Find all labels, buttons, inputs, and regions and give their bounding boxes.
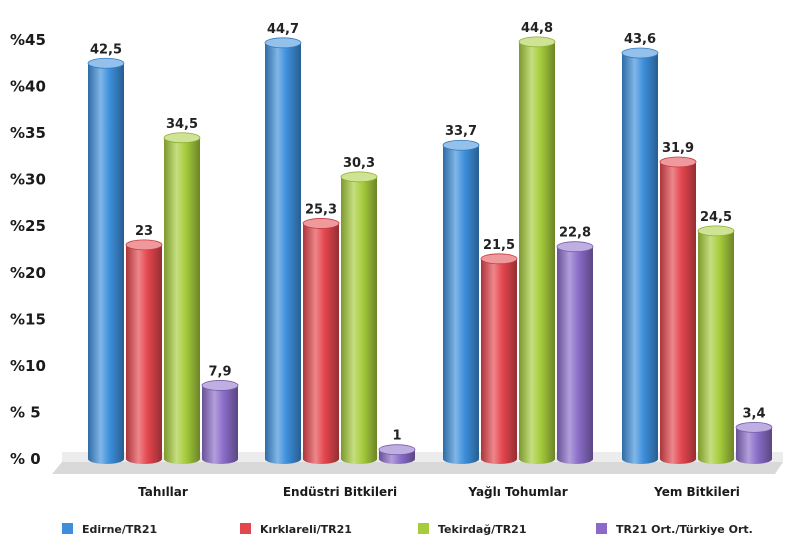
bar <box>264 37 302 464</box>
data-label: 7,9 <box>208 364 231 379</box>
data-label: 23 <box>135 224 153 239</box>
legend-item: Tekirdağ/TR21 <box>418 523 526 536</box>
bar <box>480 253 518 464</box>
bar <box>659 156 697 464</box>
bar <box>556 241 594 464</box>
bar <box>518 36 556 465</box>
data-label: 31,9 <box>662 141 694 156</box>
data-label: 25,3 <box>305 202 337 217</box>
legend-swatch <box>240 523 251 534</box>
y-tick-label: %45 <box>10 31 46 49</box>
y-axis: % 0 % 5 %10 %15 %20 %25 %30 %35 %40 %45 <box>10 31 46 468</box>
data-label: 30,3 <box>343 156 375 171</box>
legend-item: TR21 Ort./Türkiye Ort. <box>596 523 753 536</box>
legend-item: Kırklareli/TR21 <box>240 523 352 536</box>
y-tick-label: %15 <box>10 310 46 328</box>
chart-floor <box>52 452 783 474</box>
y-tick-label: % 0 <box>10 450 41 468</box>
legend-label: TR21 Ort./Türkiye Ort. <box>616 523 753 536</box>
legend-swatch <box>62 523 73 534</box>
chart-floor-plane <box>52 462 783 474</box>
data-label: 43,6 <box>624 32 656 47</box>
bar <box>378 444 416 464</box>
y-tick-label: %25 <box>10 217 46 235</box>
data-label: 3,4 <box>742 406 765 421</box>
legend-swatch <box>418 523 429 534</box>
bar <box>163 132 201 464</box>
x-axis: Tahıllar Endüstri Bitkileri Yağlı Tohumlar… <box>138 485 740 499</box>
bar <box>697 225 735 464</box>
legend: Edirne/TR21 Kırklareli/TR21 Tekirdağ/TR21 T… <box>62 523 753 536</box>
bars: 42,5 23 34,5 7,9 44,7 25,3 30,3 1 33,7 21,5 44,8 22… <box>87 21 773 465</box>
x-tick-label: Endüstri Bitkileri <box>283 485 397 499</box>
bar <box>125 239 163 464</box>
data-label: 44,7 <box>267 22 299 37</box>
bar <box>87 57 125 465</box>
bar <box>302 218 340 464</box>
data-label: 33,7 <box>445 124 477 139</box>
y-tick-label: %20 <box>10 264 46 282</box>
y-tick-label: % 5 <box>10 403 41 421</box>
bar <box>340 171 378 464</box>
y-tick-label: %30 <box>10 171 46 189</box>
data-label: 1 <box>392 429 401 444</box>
data-label: 21,5 <box>483 238 515 253</box>
y-tick-label: %10 <box>10 357 46 375</box>
x-tick-label: Tahıllar <box>138 485 188 499</box>
legend-swatch <box>596 523 607 534</box>
data-label: 42,5 <box>90 42 122 57</box>
x-tick-label: Yağlı Tohumlar <box>467 485 567 499</box>
data-label: 24,5 <box>700 210 732 225</box>
data-label: 22,8 <box>559 226 591 241</box>
legend-label: Tekirdağ/TR21 <box>438 523 526 536</box>
legend-label: Kırklareli/TR21 <box>260 523 352 536</box>
x-tick-label: Yem Bitkileri <box>653 485 740 499</box>
chart-floor-top <box>62 452 783 462</box>
bar <box>442 139 480 464</box>
y-tick-label: %40 <box>10 78 46 96</box>
bar <box>735 421 773 464</box>
bar <box>621 47 659 465</box>
data-label: 34,5 <box>166 117 198 132</box>
data-label: 44,8 <box>521 21 553 36</box>
y-tick-label: %35 <box>10 124 46 142</box>
bar <box>201 380 239 464</box>
legend-label: Edirne/TR21 <box>82 523 157 536</box>
legend-item: Edirne/TR21 <box>62 523 157 536</box>
